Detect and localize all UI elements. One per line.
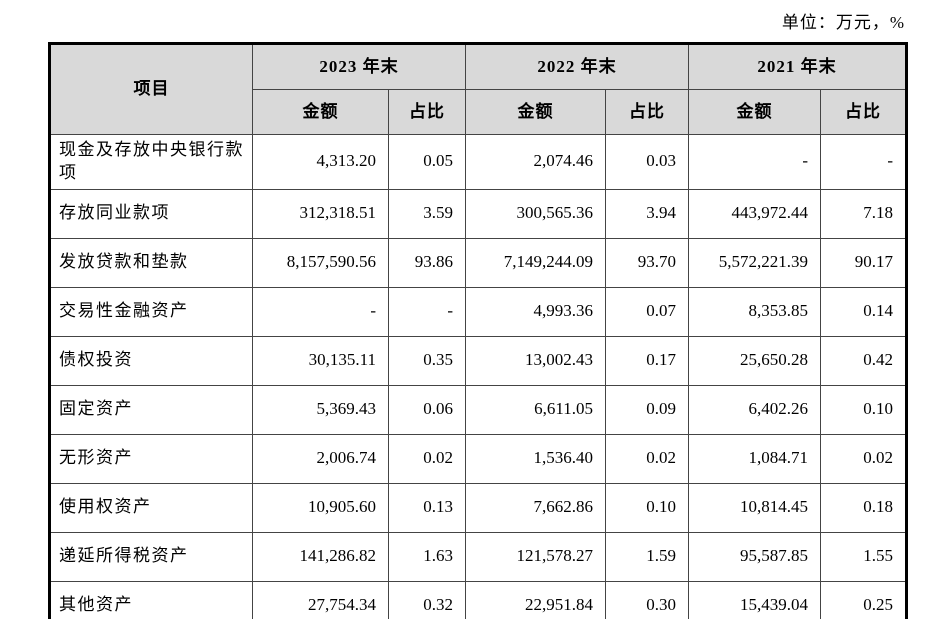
ratio-cell: 3.59 <box>388 188 466 239</box>
amount-cell: 7,149,244.09 <box>465 237 606 288</box>
ratio-cell: 0.17 <box>605 335 689 386</box>
header-period-2023: 2023 年末 <box>252 43 466 90</box>
row-item-label: 发放贷款和垫款 <box>49 237 253 288</box>
amount-cell: 25,650.28 <box>688 335 821 386</box>
header-ratio-2022: 占比 <box>605 89 689 135</box>
row-item-label: 递延所得税资产 <box>49 531 253 582</box>
amount-cell: 95,587.85 <box>688 531 821 582</box>
row-item-label: 存放同业款项 <box>49 188 253 239</box>
row-item-label: 债权投资 <box>49 335 253 386</box>
ratio-cell: 1.55 <box>820 531 907 582</box>
header-amount-2022: 金额 <box>465 89 606 135</box>
amount-cell: 8,157,590.56 <box>252 237 389 288</box>
ratio-cell: 0.10 <box>820 384 907 435</box>
table-row: 递延所得税资产 141,286.82 1.63 121,578.27 1.59 … <box>49 531 907 582</box>
amount-cell: 6,402.26 <box>688 384 821 435</box>
ratio-cell: 0.09 <box>605 384 689 435</box>
amount-cell: 1,084.71 <box>688 433 821 484</box>
table-row: 无形资产 2,006.74 0.02 1,536.40 0.02 1,084.7… <box>49 433 907 484</box>
row-item-label: 无形资产 <box>49 433 253 484</box>
ratio-cell: 1.63 <box>388 531 466 582</box>
amount-cell: 22,951.84 <box>465 580 606 619</box>
amount-cell: 4,313.20 <box>252 134 389 190</box>
ratio-cell: 0.05 <box>388 134 466 190</box>
amount-cell: - <box>688 134 821 190</box>
ratio-cell: 0.18 <box>820 482 907 533</box>
ratio-cell: 0.25 <box>820 580 907 619</box>
amount-cell: 300,565.36 <box>465 188 606 239</box>
ratio-cell: 0.10 <box>605 482 689 533</box>
ratio-cell: 0.03 <box>605 134 689 190</box>
ratio-cell: 0.32 <box>388 580 466 619</box>
amount-cell: 10,814.45 <box>688 482 821 533</box>
row-item-label: 使用权资产 <box>49 482 253 533</box>
ratio-cell: 3.94 <box>605 188 689 239</box>
header-period-2022: 2022 年末 <box>465 43 689 90</box>
amount-cell: 5,572,221.39 <box>688 237 821 288</box>
amount-cell: 7,662.86 <box>465 482 606 533</box>
amount-cell: 13,002.43 <box>465 335 606 386</box>
amount-cell: 141,286.82 <box>252 531 389 582</box>
assets-table: 项目 2023 年末 2022 年末 2021 年末 金额 占比 金额 占比 金… <box>48 42 908 619</box>
ratio-cell: 0.02 <box>820 433 907 484</box>
ratio-cell: 90.17 <box>820 237 907 288</box>
ratio-cell: 0.14 <box>820 286 907 337</box>
amount-cell: 2,006.74 <box>252 433 389 484</box>
table-row: 债权投资 30,135.11 0.35 13,002.43 0.17 25,65… <box>49 335 907 386</box>
amount-cell: 10,905.60 <box>252 482 389 533</box>
amount-cell: 6,611.05 <box>465 384 606 435</box>
amount-cell: 312,318.51 <box>252 188 389 239</box>
header-row-periods: 项目 2023 年末 2022 年末 2021 年末 <box>49 43 907 135</box>
row-item-label: 其他资产 <box>49 580 253 619</box>
amount-cell: 8,353.85 <box>688 286 821 337</box>
amount-cell: 15,439.04 <box>688 580 821 619</box>
ratio-cell: 0.35 <box>388 335 466 386</box>
ratio-cell: 0.42 <box>820 335 907 386</box>
table-row: 使用权资产 10,905.60 0.13 7,662.86 0.10 10,81… <box>49 482 907 533</box>
table-row: 存放同业款项 312,318.51 3.59 300,565.36 3.94 4… <box>49 188 907 239</box>
row-item-label: 现金及存放中央银行款项 <box>49 134 253 190</box>
amount-cell: 27,754.34 <box>252 580 389 619</box>
amount-cell: 2,074.46 <box>465 134 606 190</box>
row-item-label: 交易性金融资产 <box>49 286 253 337</box>
table-row: 现金及存放中央银行款项 4,313.20 0.05 2,074.46 0.03 … <box>49 134 907 190</box>
header-amount-2021: 金额 <box>688 89 821 135</box>
ratio-cell: - <box>820 134 907 190</box>
ratio-cell: 93.70 <box>605 237 689 288</box>
amount-cell: 5,369.43 <box>252 384 389 435</box>
table-row: 发放贷款和垫款 8,157,590.56 93.86 7,149,244.09 … <box>49 237 907 288</box>
ratio-cell: 0.06 <box>388 384 466 435</box>
amount-cell: 4,993.36 <box>465 286 606 337</box>
ratio-cell: 1.59 <box>605 531 689 582</box>
table-row: 交易性金融资产 - - 4,993.36 0.07 8,353.85 0.14 <box>49 286 907 337</box>
row-item-label: 固定资产 <box>49 384 253 435</box>
ratio-cell: 0.07 <box>605 286 689 337</box>
ratio-cell: 7.18 <box>820 188 907 239</box>
ratio-cell: 93.86 <box>388 237 466 288</box>
ratio-cell: 0.02 <box>388 433 466 484</box>
header-ratio-2023: 占比 <box>388 89 466 135</box>
header-ratio-2021: 占比 <box>820 89 907 135</box>
table-row: 其他资产 27,754.34 0.32 22,951.84 0.30 15,43… <box>49 580 907 619</box>
header-row-measures: 金额 占比 金额 占比 金额 占比 <box>50 89 907 135</box>
ratio-cell: 0.02 <box>605 433 689 484</box>
table-row: 固定资产 5,369.43 0.06 6,611.05 0.09 6,402.2… <box>49 384 907 435</box>
amount-cell: 443,972.44 <box>688 188 821 239</box>
amount-cell: 121,578.27 <box>465 531 606 582</box>
ratio-cell: 0.30 <box>605 580 689 619</box>
ratio-cell: - <box>388 286 466 337</box>
ratio-cell: 0.13 <box>388 482 466 533</box>
amount-cell: 1,536.40 <box>465 433 606 484</box>
amount-cell: - <box>252 286 389 337</box>
header-period-2021: 2021 年末 <box>688 43 907 90</box>
header-amount-2023: 金额 <box>252 89 389 135</box>
header-item: 项目 <box>49 43 253 135</box>
amount-cell: 30,135.11 <box>252 335 389 386</box>
unit-note: 单位：万元，% <box>781 13 905 32</box>
